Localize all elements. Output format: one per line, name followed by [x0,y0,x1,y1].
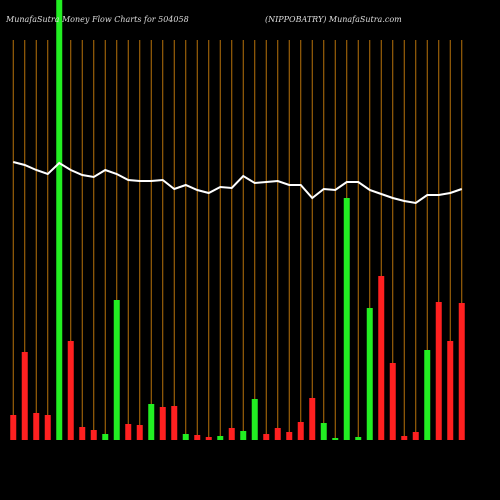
bar [182,434,189,440]
bar [286,432,293,440]
bar [251,399,258,440]
bar [297,422,304,440]
bar [458,303,465,440]
bar [44,415,51,440]
bar [309,398,316,440]
bar [228,428,235,440]
bar [33,413,40,440]
bar [21,352,28,440]
bar [113,300,120,440]
bar [56,0,63,440]
bar [366,308,373,440]
bar [125,424,132,440]
bar [343,198,350,440]
bar [240,431,247,440]
bar [332,438,339,440]
bar [355,437,362,440]
bar [217,436,224,440]
bar [424,350,431,440]
bar [320,423,327,440]
bar [447,341,454,440]
chart-subtitle: (NIPPOBATRY) MunafaSutra.com [265,15,402,24]
bar [389,363,396,440]
bar [205,437,212,440]
bar [136,425,143,440]
bar [159,407,166,440]
money-flow-line [12,161,463,205]
bar [412,432,419,440]
bar [378,276,385,440]
bar [79,427,86,440]
bar [90,430,97,440]
bar [435,302,442,440]
bar [274,428,281,440]
bar [194,435,201,440]
bar [171,406,178,440]
chart-title: MunafaSutra Money Flow Charts for 504058 [5,15,189,24]
bar [401,436,408,440]
bar [102,434,109,440]
bar [263,434,270,440]
bar [148,404,155,440]
bar [10,415,17,440]
bar [67,341,74,440]
